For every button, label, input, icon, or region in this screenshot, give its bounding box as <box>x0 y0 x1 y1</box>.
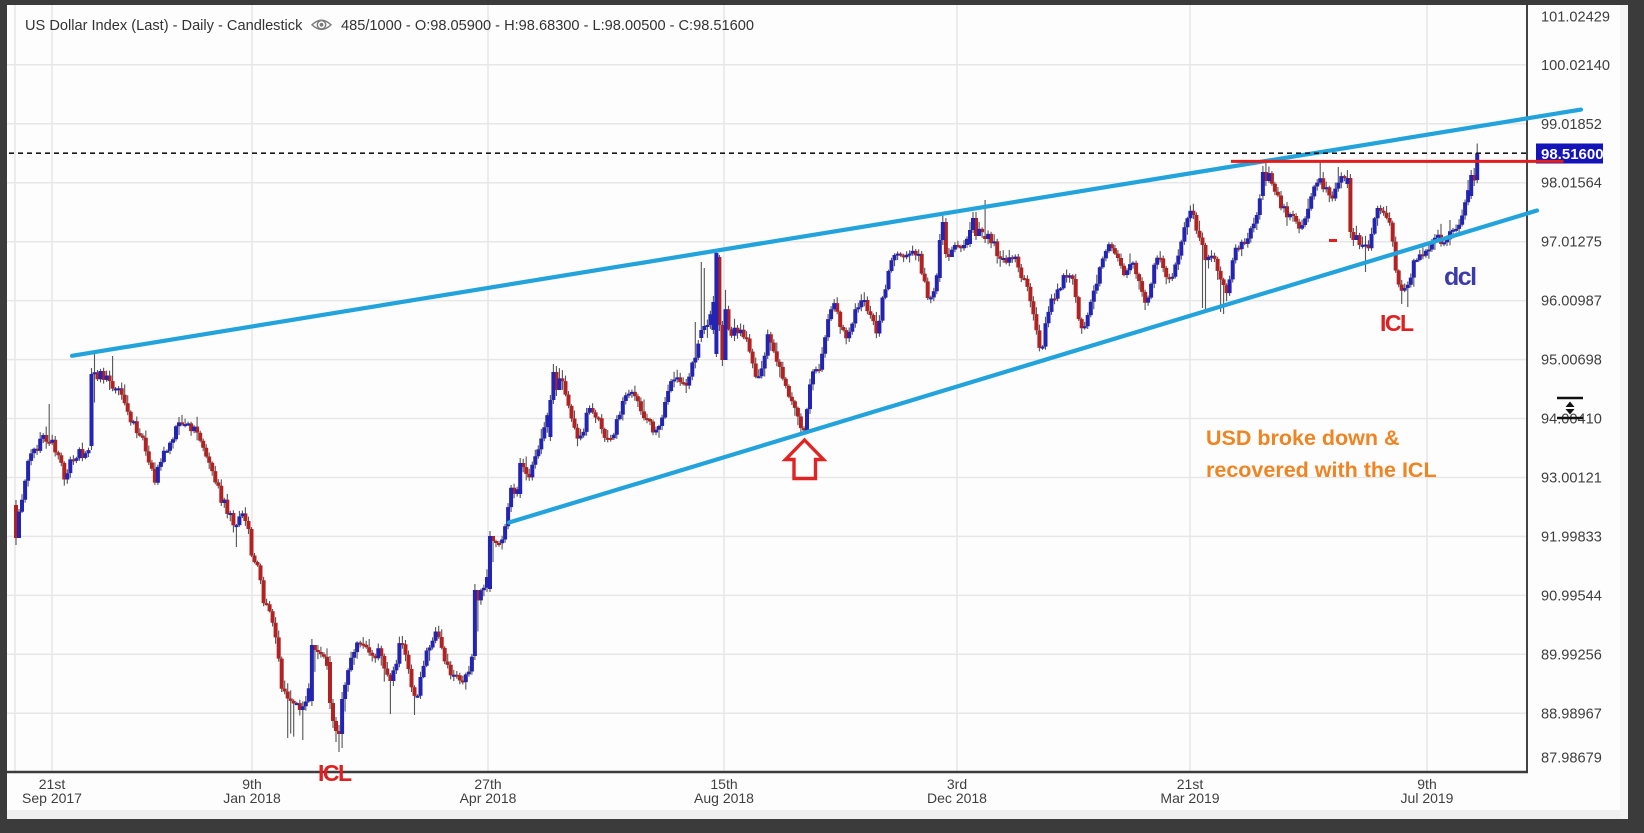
svg-text:ICL: ICL <box>1380 310 1414 336</box>
svg-text:98.01564: 98.01564 <box>1541 176 1602 192</box>
svg-text:Apr 2018: Apr 2018 <box>460 790 517 806</box>
svg-text:Jan 2018: Jan 2018 <box>223 790 281 806</box>
svg-text:101.02429: 101.02429 <box>1541 10 1610 26</box>
svg-text:96.00987: 96.00987 <box>1541 294 1602 310</box>
svg-text:US Dollar Index (Last) - Daily: US Dollar Index (Last) - Daily - Candles… <box>25 18 303 34</box>
svg-text:91.99833: 91.99833 <box>1541 529 1602 545</box>
svg-text:USD broke down &: USD broke down & <box>1206 426 1400 450</box>
svg-text:89.99256: 89.99256 <box>1541 647 1602 663</box>
svg-text:95.00698: 95.00698 <box>1541 353 1602 369</box>
svg-text:93.00121: 93.00121 <box>1541 471 1602 487</box>
svg-text:21st: 21st <box>1177 776 1204 792</box>
svg-text:Jul 2019: Jul 2019 <box>1401 790 1454 806</box>
svg-text:27th: 27th <box>474 776 501 792</box>
svg-text:21st: 21st <box>39 776 66 792</box>
svg-text:Aug 2018: Aug 2018 <box>694 790 754 806</box>
svg-text:recovered with the ICL: recovered with the ICL <box>1206 458 1437 482</box>
svg-text:98.51600: 98.51600 <box>1541 146 1604 163</box>
svg-text:Mar 2019: Mar 2019 <box>1160 790 1219 806</box>
svg-text:88.98967: 88.98967 <box>1541 706 1602 722</box>
svg-text:dcl: dcl <box>1444 263 1476 291</box>
svg-text:9th: 9th <box>1417 776 1436 792</box>
svg-text:ICL: ICL <box>318 760 352 786</box>
svg-text:Dec 2018: Dec 2018 <box>927 790 987 806</box>
svg-text:94.00410: 94.00410 <box>1541 412 1602 428</box>
svg-text:3rd: 3rd <box>947 776 967 792</box>
svg-text:87.98679: 87.98679 <box>1541 751 1602 767</box>
svg-text:9th: 9th <box>242 776 261 792</box>
svg-text:99.01852: 99.01852 <box>1541 117 1602 133</box>
svg-text:15th: 15th <box>710 776 737 792</box>
svg-text:485/1000 - O:98.05900 - H:98.6: 485/1000 - O:98.05900 - H:98.68300 - L:9… <box>341 18 754 34</box>
svg-text:100.02140: 100.02140 <box>1541 58 1610 74</box>
svg-text:97.01275: 97.01275 <box>1541 235 1602 251</box>
svg-text:Sep 2017: Sep 2017 <box>22 790 82 806</box>
svg-text:90.99544: 90.99544 <box>1541 588 1602 604</box>
